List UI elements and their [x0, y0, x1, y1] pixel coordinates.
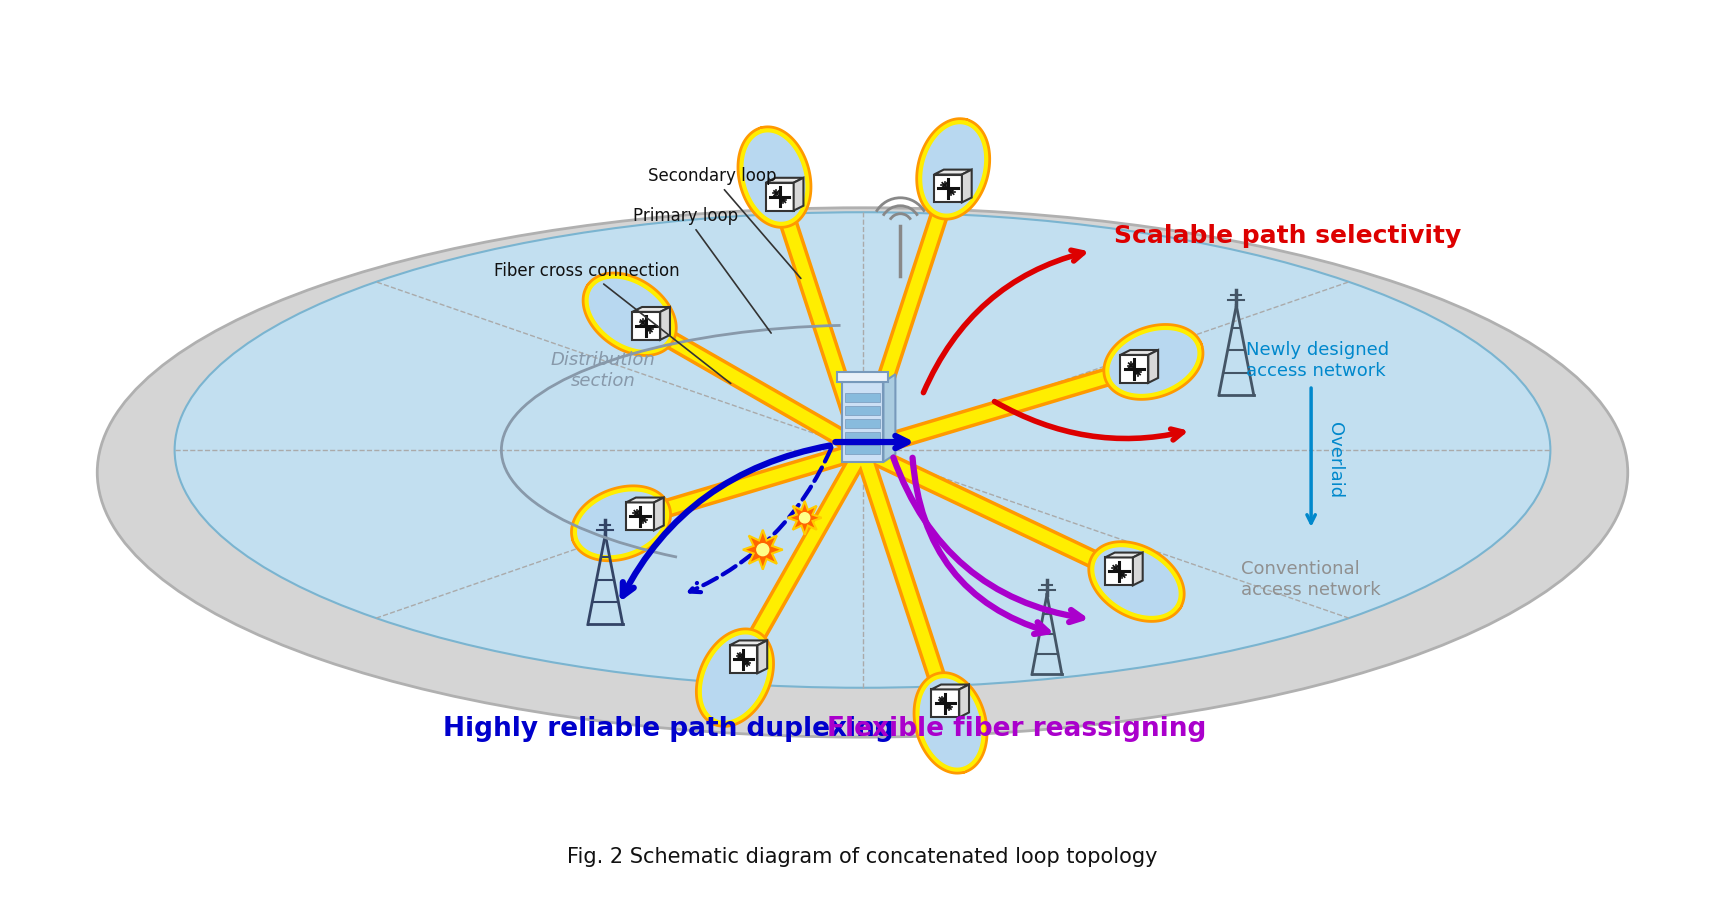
- Polygon shape: [788, 500, 821, 535]
- Polygon shape: [743, 530, 783, 570]
- FancyBboxPatch shape: [845, 406, 880, 415]
- Text: Primary loop: Primary loop: [633, 207, 771, 333]
- Polygon shape: [730, 641, 768, 645]
- FancyBboxPatch shape: [845, 445, 880, 454]
- Polygon shape: [730, 645, 757, 673]
- Polygon shape: [932, 689, 959, 717]
- Polygon shape: [1121, 350, 1157, 355]
- Polygon shape: [1106, 557, 1133, 585]
- Polygon shape: [633, 307, 669, 312]
- Ellipse shape: [97, 208, 1628, 737]
- Polygon shape: [1149, 350, 1157, 382]
- Polygon shape: [883, 374, 895, 462]
- Polygon shape: [1106, 553, 1142, 557]
- Text: Flexible fiber reassigning: Flexible fiber reassigning: [828, 716, 1208, 742]
- Polygon shape: [766, 178, 804, 183]
- Polygon shape: [1095, 548, 1178, 615]
- Polygon shape: [590, 279, 669, 349]
- Polygon shape: [766, 183, 794, 211]
- Polygon shape: [923, 125, 983, 213]
- Text: Fig. 2 Schematic diagram of concatenated loop topology: Fig. 2 Schematic diagram of concatenated…: [568, 847, 1157, 867]
- Polygon shape: [963, 169, 971, 202]
- Polygon shape: [1111, 330, 1197, 393]
- Ellipse shape: [174, 212, 1551, 688]
- Polygon shape: [626, 498, 664, 502]
- Polygon shape: [837, 373, 888, 382]
- Polygon shape: [743, 133, 804, 221]
- Polygon shape: [794, 178, 804, 211]
- Circle shape: [757, 544, 769, 555]
- Polygon shape: [921, 679, 982, 767]
- Polygon shape: [654, 498, 664, 530]
- Polygon shape: [661, 307, 669, 340]
- Polygon shape: [1121, 355, 1149, 382]
- FancyBboxPatch shape: [842, 382, 883, 462]
- FancyBboxPatch shape: [845, 432, 880, 441]
- Polygon shape: [933, 169, 971, 175]
- Polygon shape: [959, 685, 969, 717]
- Text: Fiber cross connection: Fiber cross connection: [493, 262, 731, 383]
- Polygon shape: [757, 641, 768, 673]
- Text: Secondary loop: Secondary loop: [649, 166, 800, 278]
- Polygon shape: [578, 492, 664, 554]
- Polygon shape: [702, 635, 768, 720]
- Text: Distribution
section: Distribution section: [550, 351, 656, 390]
- Polygon shape: [933, 175, 963, 202]
- Polygon shape: [633, 312, 661, 340]
- FancyBboxPatch shape: [845, 393, 880, 402]
- Text: Highly reliable path duplexing: Highly reliable path duplexing: [443, 716, 894, 742]
- Text: Scalable path selectivity: Scalable path selectivity: [1114, 224, 1461, 248]
- Polygon shape: [626, 502, 654, 530]
- FancyBboxPatch shape: [845, 419, 880, 428]
- Polygon shape: [1133, 553, 1142, 585]
- Text: Conventional
access network: Conventional access network: [1242, 560, 1382, 599]
- FancyArrowPatch shape: [690, 447, 831, 592]
- Text: Newly designed
access network: Newly designed access network: [1245, 341, 1389, 380]
- Text: Overlaid: Overlaid: [1327, 422, 1344, 498]
- Circle shape: [800, 513, 809, 523]
- Polygon shape: [932, 685, 969, 689]
